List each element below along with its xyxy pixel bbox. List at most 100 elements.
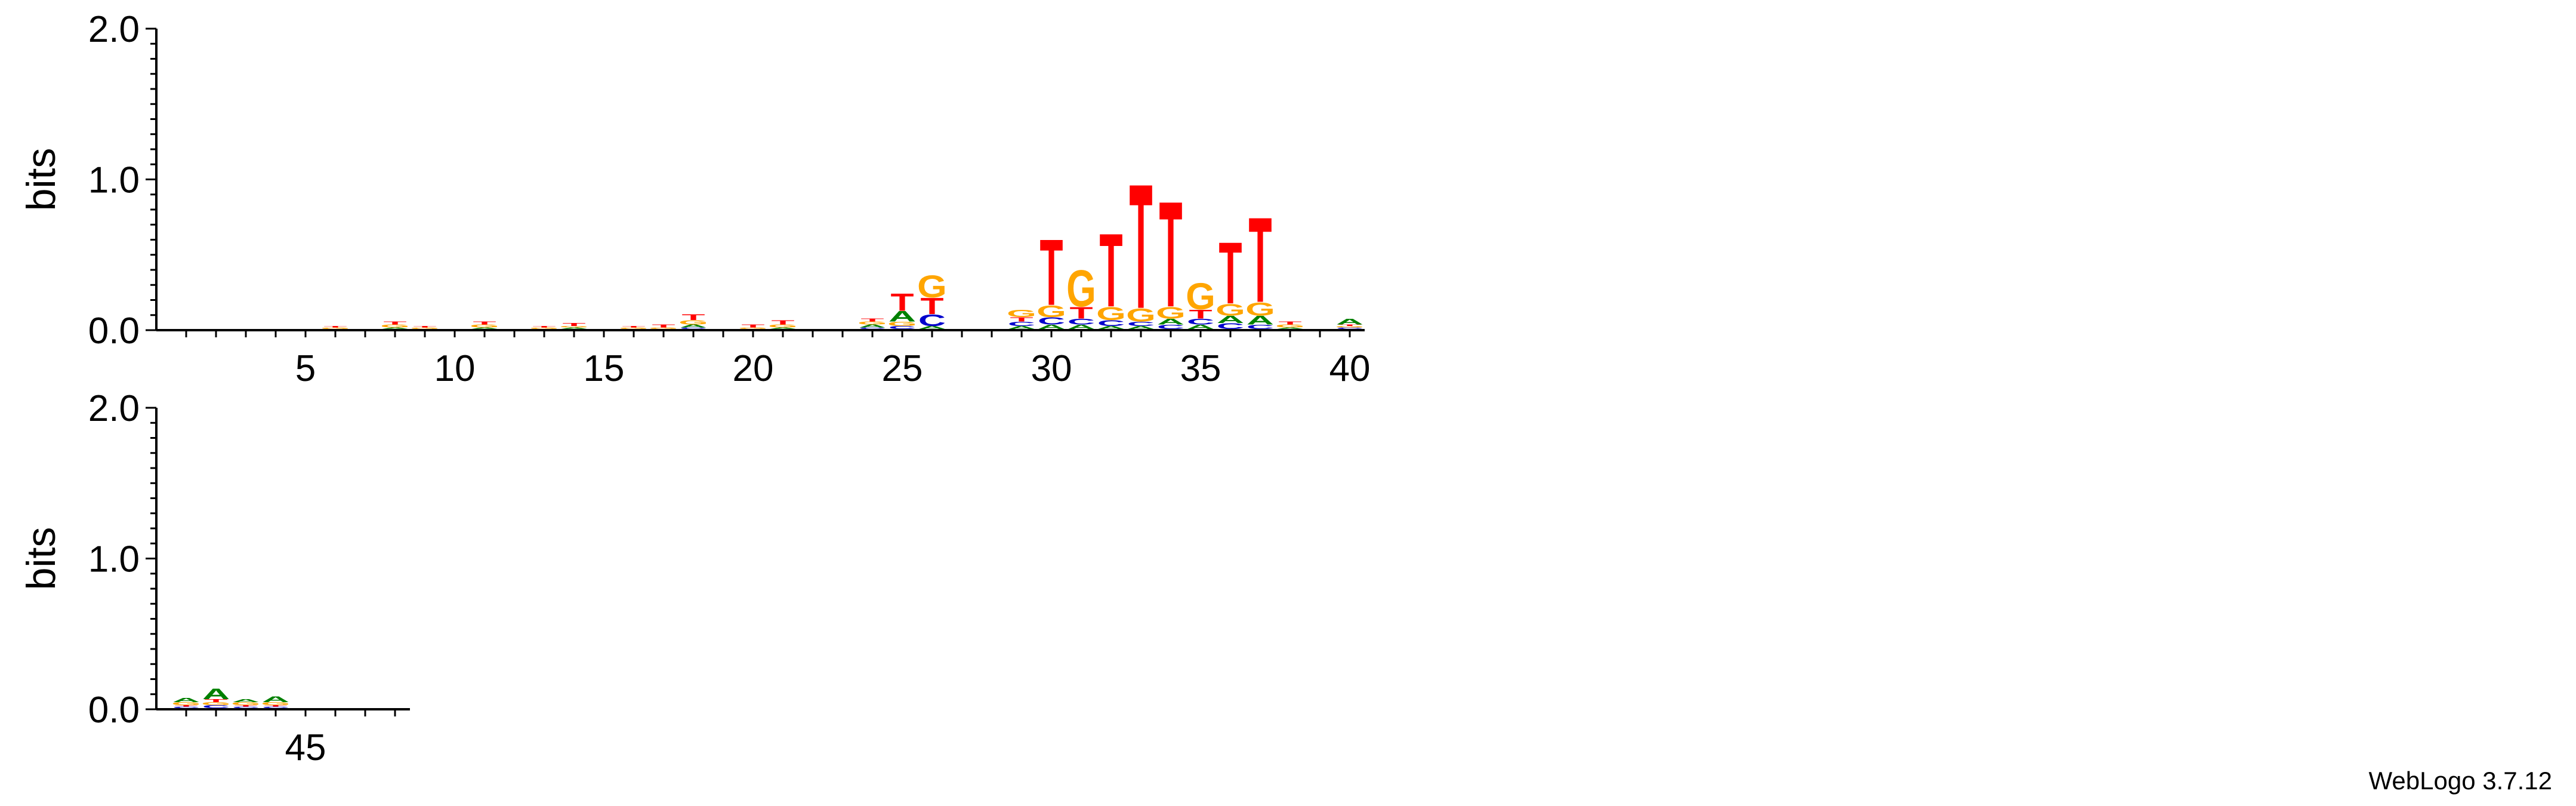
logo-letter-a: A — [381, 327, 409, 330]
logo-letter-a: A — [232, 699, 260, 703]
logo-letter-c: C — [262, 706, 289, 709]
logo-letter-t: T — [1278, 321, 1301, 325]
logo-letter-a: A — [1247, 313, 1274, 327]
logo-letter-g: G — [231, 702, 261, 706]
logo-letter-t: T — [741, 324, 764, 328]
logo-letter-g: G — [529, 327, 559, 330]
logo-letter-g: G — [649, 327, 678, 330]
logo-letter-g: G — [1007, 307, 1036, 319]
logo-letter-a: A — [1217, 313, 1244, 325]
logo-letter-g: G — [559, 325, 589, 328]
y-tick-label: 1.0 — [88, 160, 140, 201]
logo-letter-t: T — [204, 699, 227, 703]
logo-letter-t: T — [323, 325, 347, 328]
y-axis-label: bits — [18, 527, 64, 590]
logo-letter-g: G — [1335, 325, 1365, 328]
logo-letter-g: G — [857, 321, 887, 325]
logo-letter-g: G — [1036, 302, 1066, 321]
logo-letter-t: T — [1159, 171, 1182, 339]
logo-letter-c: C — [1217, 321, 1244, 331]
logo-letter-t: T — [473, 321, 496, 325]
logo-letter-a: A — [918, 325, 946, 330]
x-tick-label: 35 — [1180, 348, 1221, 389]
logo-letter-t: T — [622, 325, 646, 328]
logo-letter-t: T — [771, 319, 794, 326]
y-tick-label: 2.0 — [88, 9, 140, 50]
logo-letter-g: G — [1156, 303, 1186, 322]
logo-letter-a: A — [1068, 324, 1095, 331]
logo-letter-g: G — [410, 327, 440, 330]
y-tick-label: 0.0 — [88, 690, 140, 731]
logo-letter-a: A — [680, 324, 707, 328]
x-tick-label: 40 — [1329, 348, 1371, 389]
logo-letter-a: A — [1008, 325, 1035, 330]
y-tick-label: 0.0 — [88, 310, 140, 352]
logo-letter-t: T — [562, 322, 585, 327]
logo-letter-a: A — [560, 327, 588, 330]
logo-letter-c: C — [1247, 324, 1274, 331]
logo-letter-g: G — [470, 324, 499, 328]
logo-letter-t: T — [1338, 324, 1362, 327]
logo-letter-c: C — [889, 325, 916, 330]
logo-letter-t: T — [681, 312, 705, 322]
logo-letter-g: G — [380, 324, 410, 328]
logo-letter-a: A — [262, 694, 289, 704]
logo-letter-c: C — [202, 705, 230, 709]
logo-letter-g: G — [1066, 260, 1096, 318]
logo-letter-g: G — [1186, 276, 1215, 318]
weblogo-credit: WebLogo 3.7.12 — [2368, 767, 2552, 795]
logo-letter-g: G — [201, 702, 231, 706]
logo-letter-g: G — [320, 327, 350, 330]
logo-letter-c: C — [1038, 315, 1065, 327]
logo-letter-t: T — [264, 705, 288, 707]
logo-letter-t: T — [1010, 316, 1033, 323]
logo-letter-t: T — [652, 324, 675, 328]
logo-letter-g: G — [261, 702, 291, 706]
logo-letter-a: A — [172, 696, 200, 703]
logo-letter-t: T — [1218, 224, 1242, 323]
logo-letter-c: C — [859, 327, 886, 330]
logo-letter-t: T — [1099, 212, 1122, 328]
y-tick-label: 2.0 — [88, 388, 140, 429]
logo-letter-g: G — [1215, 300, 1245, 319]
logo-letter-a: A — [202, 686, 230, 702]
logo-letter-a: A — [859, 324, 886, 328]
logo-letter-a: A — [769, 327, 797, 330]
logo-letter-a: A — [1336, 317, 1363, 327]
logo-letter-c: C — [1157, 324, 1184, 331]
x-tick-label: 25 — [882, 348, 923, 389]
logo-letter-g: G — [1126, 304, 1156, 326]
logo-letter-g: G — [1245, 298, 1275, 319]
logo-letter-t: T — [1129, 147, 1152, 346]
logo-letter-c: C — [1187, 317, 1214, 327]
logo-letter-a: A — [1097, 325, 1125, 330]
logo-letter-c: C — [1336, 327, 1363, 330]
x-tick-label: 15 — [584, 348, 625, 389]
logo-letter-g: G — [1275, 324, 1305, 328]
logo-letter-c: C — [1127, 321, 1155, 328]
x-tick-label: 5 — [295, 348, 316, 389]
x-tick-label: 10 — [434, 348, 476, 389]
logo-letter-g: G — [768, 324, 798, 328]
x-tick-label: 30 — [1031, 348, 1072, 389]
logo-letter-g: G — [738, 327, 768, 330]
logo-letter-a: A — [1038, 324, 1065, 331]
logo-letter-a: A — [471, 327, 498, 330]
logo-letter-c: C — [918, 311, 946, 330]
logo-letter-a: A — [1157, 317, 1184, 327]
logo-letter-t: T — [1069, 303, 1093, 322]
logo-letter-c: C — [680, 327, 707, 330]
logo-letter-g: G — [619, 327, 649, 330]
logo-letter-g: G — [171, 702, 201, 706]
logo-letter-g: G — [917, 269, 947, 304]
logo-letter-t: T — [174, 705, 198, 707]
y-tick-label: 1.0 — [88, 539, 140, 580]
logo-letter-t: T — [1189, 307, 1212, 321]
x-tick-label: 45 — [285, 727, 326, 768]
logo-letter-t: T — [234, 705, 258, 707]
logo-letter-a: A — [1276, 327, 1304, 330]
